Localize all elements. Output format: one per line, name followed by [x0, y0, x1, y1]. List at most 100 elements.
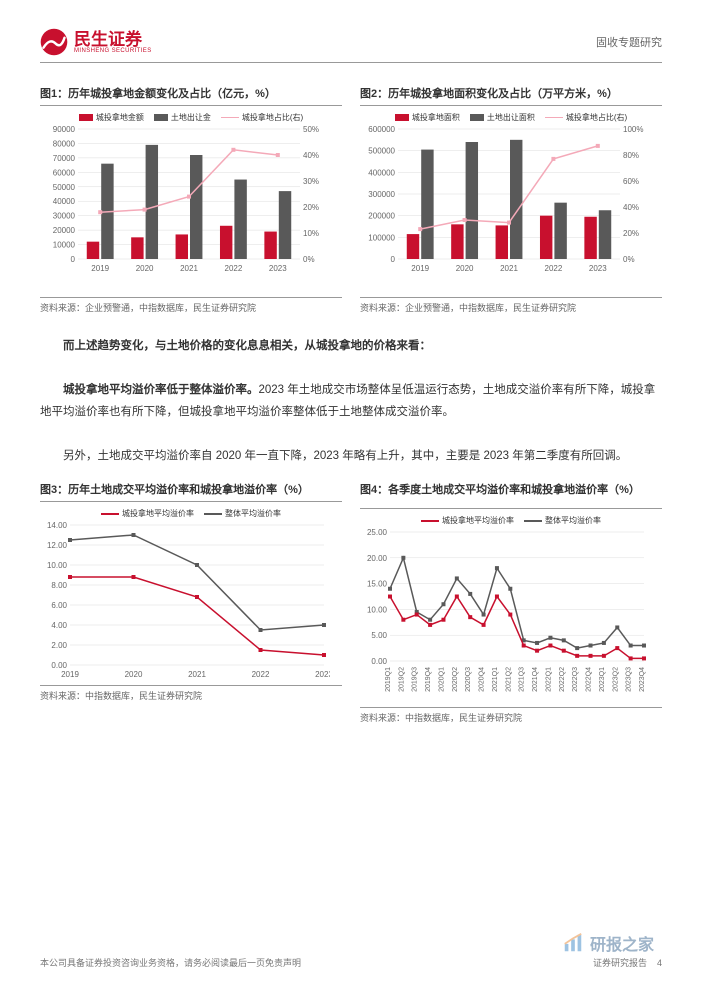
svg-text:15.00: 15.00	[367, 580, 388, 589]
svg-text:600000: 600000	[368, 125, 395, 134]
para2: 城投拿地平均溢价率低于整体溢价率。2023 年土地成交市场整体呈低温运行态势，土…	[40, 380, 662, 424]
svg-text:20000: 20000	[53, 226, 76, 235]
footer-right-label: 证券研究报告	[593, 958, 647, 968]
svg-text:0: 0	[391, 255, 396, 264]
svg-text:2019Q2: 2019Q2	[398, 667, 405, 692]
svg-text:2023Q4: 2023Q4	[639, 667, 646, 692]
svg-text:0%: 0%	[303, 255, 315, 264]
footer-right: 证券研究报告 4	[593, 956, 662, 969]
svg-text:2020Q2: 2020Q2	[452, 667, 459, 692]
svg-text:10.00: 10.00	[47, 561, 68, 570]
para3: 另外，土地成交平均溢价率自 2020 年一直下降，2023 年略有上升，其中，主…	[40, 446, 662, 468]
svg-text:40%: 40%	[623, 203, 639, 212]
chart2-source: 资料来源：企业预警通，中指数据库，民生证券研究院	[360, 297, 662, 314]
svg-text:20%: 20%	[303, 203, 319, 212]
body-text: 而上述趋势变化，与土地价格的变化息息相关，从城投拿地的价格来看： 城投拿地平均溢…	[40, 336, 662, 467]
footer: 本公司具备证券投资咨询业务资格，请务必阅读最后一页免责声明 证券研究报告 4	[40, 956, 662, 969]
chart4-title: 图4：各季度土地成交平均溢价率和城投拿地溢价率（%）	[360, 481, 662, 509]
svg-text:300000: 300000	[368, 190, 395, 199]
svg-text:2019: 2019	[411, 264, 429, 273]
svg-text:10000: 10000	[53, 241, 76, 250]
svg-text:8.00: 8.00	[51, 581, 67, 590]
chart1-source: 资料来源：企业预警通，中指数据库，民生证券研究院	[40, 297, 342, 314]
svg-text:100%: 100%	[623, 125, 643, 134]
svg-text:2020: 2020	[456, 264, 474, 273]
para1: 而上述趋势变化，与土地价格的变化息息相关，从城投拿地的价格来看：	[40, 336, 662, 358]
svg-text:2023: 2023	[315, 670, 330, 679]
svg-text:2019Q4: 2019Q4	[425, 667, 432, 692]
chart1-title: 图1：历年城投拿地金额变化及占比（亿元，%）	[40, 85, 342, 106]
svg-text:2020Q1: 2020Q1	[438, 667, 445, 692]
watermark-text: 研报之家	[590, 931, 654, 955]
svg-text:90000: 90000	[53, 125, 76, 134]
logo-subtext: MINSHENG SECURITIES	[74, 48, 152, 54]
header-category: 固收专题研究	[596, 34, 662, 50]
svg-text:500000: 500000	[368, 147, 395, 156]
svg-text:2.00: 2.00	[51, 641, 67, 650]
svg-text:12.00: 12.00	[47, 541, 68, 550]
svg-text:2021Q3: 2021Q3	[519, 667, 526, 692]
svg-text:2022Q3: 2022Q3	[572, 667, 579, 692]
svg-text:2021: 2021	[500, 264, 518, 273]
header: 民生证券 MINSHENG SECURITIES 固收专题研究	[40, 28, 662, 63]
svg-text:2020: 2020	[125, 670, 143, 679]
svg-text:2021: 2021	[180, 264, 198, 273]
chart2-block: 图2：历年城投拿地面积变化及占比（万平方米，%） 城投拿地面积土地出让面积城投拿…	[360, 85, 662, 314]
chart2-title: 图2：历年城投拿地面积变化及占比（万平方米，%）	[360, 85, 662, 106]
svg-text:2019: 2019	[91, 264, 109, 273]
svg-text:0.00: 0.00	[371, 657, 387, 666]
svg-text:20.00: 20.00	[367, 554, 388, 563]
logo: 民生证券 MINSHENG SECURITIES	[40, 28, 152, 56]
para2-bold: 城投拿地平均溢价率低于整体溢价率。	[63, 384, 259, 396]
svg-text:2023: 2023	[269, 264, 287, 273]
footer-page-num: 4	[657, 958, 662, 968]
svg-text:2020Q3: 2020Q3	[465, 667, 472, 692]
logo-icon	[40, 28, 68, 56]
svg-text:10.00: 10.00	[367, 606, 388, 615]
svg-text:80000: 80000	[53, 139, 76, 148]
svg-text:2021: 2021	[188, 670, 206, 679]
chart3-title: 图3：历年土地成交平均溢价率和城投拿地溢价率（%）	[40, 481, 342, 502]
svg-text:4.00: 4.00	[51, 621, 67, 630]
svg-text:14.00: 14.00	[47, 521, 68, 530]
svg-text:30000: 30000	[53, 212, 76, 221]
svg-text:40000: 40000	[53, 197, 76, 206]
svg-text:60%: 60%	[623, 177, 639, 186]
svg-text:70000: 70000	[53, 154, 76, 163]
chart4: 城投拿地平均溢价率整体平均溢价率0.005.0010.0015.0020.002…	[360, 515, 662, 703]
svg-text:10%: 10%	[303, 229, 319, 238]
chart2: 城投拿地面积土地出让面积城投拿地占比(右)0100000200000300000…	[360, 112, 662, 293]
svg-text:0.00: 0.00	[51, 661, 67, 670]
svg-text:2023Q1: 2023Q1	[599, 667, 606, 692]
svg-text:60000: 60000	[53, 168, 76, 177]
logo-text: 民生证券	[74, 31, 152, 48]
watermark-icon	[562, 932, 584, 954]
chart4-block: 图4：各季度土地成交平均溢价率和城投拿地溢价率（%） 城投拿地平均溢价率整体平均…	[360, 481, 662, 724]
chart3: 城投拿地平均溢价率整体平均溢价率0.002.004.006.008.0010.0…	[40, 508, 342, 681]
chart3-block: 图3：历年土地成交平均溢价率和城投拿地溢价率（%） 城投拿地平均溢价率整体平均溢…	[40, 481, 342, 724]
svg-text:2022Q4: 2022Q4	[586, 667, 593, 692]
svg-text:2022Q1: 2022Q1	[545, 667, 552, 692]
svg-text:2020Q4: 2020Q4	[479, 667, 486, 692]
svg-text:2021Q2: 2021Q2	[505, 667, 512, 692]
svg-text:100000: 100000	[368, 233, 395, 242]
svg-text:2022Q2: 2022Q2	[559, 667, 566, 692]
svg-text:25.00: 25.00	[367, 528, 388, 537]
svg-text:2023Q3: 2023Q3	[626, 667, 633, 692]
svg-text:2019Q3: 2019Q3	[412, 667, 419, 692]
svg-text:80%: 80%	[623, 151, 639, 160]
footer-left: 本公司具备证券投资咨询业务资格，请务必阅读最后一页免责声明	[40, 956, 301, 969]
svg-text:2019: 2019	[61, 670, 79, 679]
svg-text:5.00: 5.00	[371, 632, 387, 641]
chart4-source: 资料来源：中指数据库，民生证券研究院	[360, 707, 662, 724]
chart3-source: 资料来源：中指数据库，民生证券研究院	[40, 685, 342, 702]
svg-text:2021Q4: 2021Q4	[532, 667, 539, 692]
svg-text:40%: 40%	[303, 151, 319, 160]
svg-text:2019Q1: 2019Q1	[385, 667, 392, 692]
svg-text:2023Q2: 2023Q2	[612, 667, 619, 692]
svg-text:400000: 400000	[368, 168, 395, 177]
svg-text:2022: 2022	[225, 264, 243, 273]
chart1: 城投拿地金额土地出让金城投拿地占比(右)01000020000300004000…	[40, 112, 342, 293]
svg-text:20%: 20%	[623, 229, 639, 238]
chart1-block: 图1：历年城投拿地金额变化及占比（亿元，%） 城投拿地金额土地出让金城投拿地占比…	[40, 85, 342, 314]
